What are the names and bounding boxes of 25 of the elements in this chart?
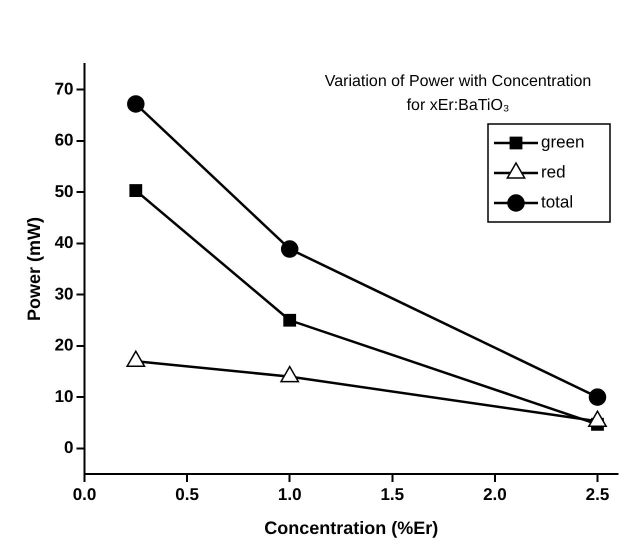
point [127,95,145,113]
x-tick-label: 1.0 [278,484,302,504]
point [588,388,606,406]
text: Variation of Power with Concentration for xEr:BaTiO₃ [324,73,592,114]
x-axis-title: Concentration (%Er) [264,518,438,538]
y-tick-label: 10 [54,386,74,406]
y-tick-label: 30 [54,284,74,304]
y-tick-label: 20 [54,336,74,355]
legend-label: green [541,132,584,152]
y-tick-label: 50 [54,182,74,201]
x-tick-label: 0.5 [175,484,199,504]
y-tick-label: 0 [64,438,74,458]
point [280,240,298,258]
x-tick-label: 1.5 [380,484,404,504]
legend-label: total [541,192,574,212]
x-tick-label: 0.0 [72,484,96,504]
y-tick-label: 60 [54,130,74,150]
legend-label: red [541,162,566,182]
x-tick-label: 2.5 [586,484,610,504]
y-axis-title: Power (mW) [24,216,44,322]
point [283,314,296,327]
y-tick-label: 40 [54,233,74,252]
y-tick-label: 70 [54,79,74,98]
x-tick-label: 2.0 [483,484,507,504]
point [129,184,142,197]
